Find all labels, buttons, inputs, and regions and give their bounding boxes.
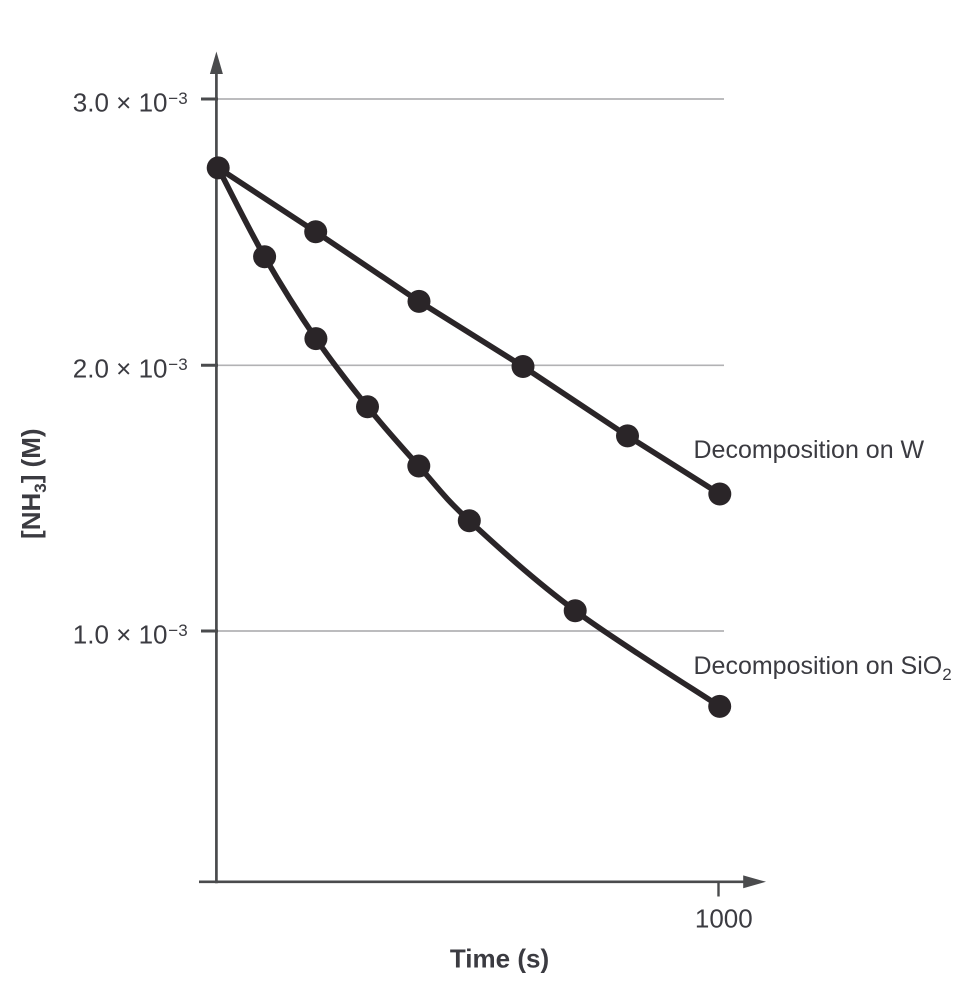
svg-text:3.0 × 10: 3.0 × 10 [73, 88, 168, 118]
svg-text:Decomposition on W: Decomposition on W [694, 436, 925, 464]
svg-text:[NH3] (M): [NH3] (M) [16, 428, 50, 539]
svg-text:−3: −3 [168, 355, 187, 374]
svg-text:Time (s): Time (s) [450, 943, 549, 973]
svg-text:1000: 1000 [695, 904, 753, 934]
svg-text:Decomposition on SiO2: Decomposition on SiO2 [694, 652, 952, 684]
svg-text:1.0 × 10: 1.0 × 10 [73, 620, 168, 650]
svg-text:2.0 × 10: 2.0 × 10 [73, 354, 168, 384]
svg-text:−3: −3 [168, 621, 187, 640]
svg-text:−3: −3 [168, 89, 187, 108]
